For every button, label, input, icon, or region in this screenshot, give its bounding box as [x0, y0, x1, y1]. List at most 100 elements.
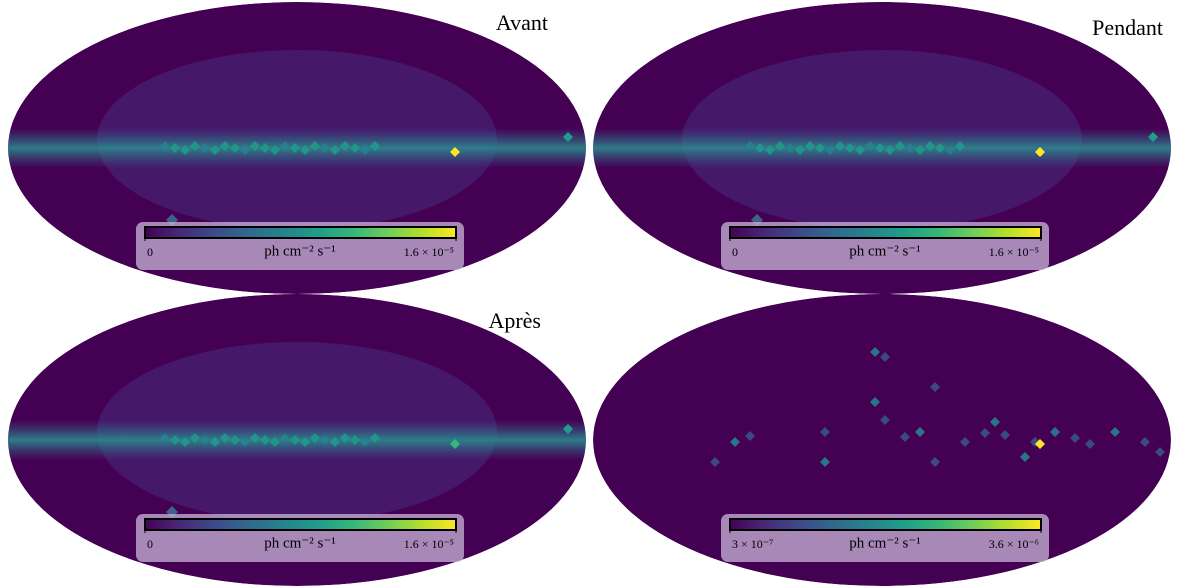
- sky-pixel: [160, 141, 170, 151]
- sky-pixel: [310, 433, 320, 443]
- sky-pixel: [865, 141, 875, 151]
- sky-pixel: [1020, 452, 1030, 462]
- colorbar: [729, 518, 1042, 531]
- sky-pixel: [563, 424, 573, 434]
- sky-pixel: [925, 141, 935, 151]
- sky-pixel: [765, 145, 775, 155]
- sky-pixel: [855, 145, 865, 155]
- sky-pixel: [170, 435, 180, 445]
- sky-pixel: [930, 382, 940, 392]
- sky-map: [8, 294, 586, 586]
- sky-pixel: [210, 145, 220, 155]
- sky-pixel: [880, 352, 890, 362]
- sky-pixel: [180, 145, 190, 155]
- panel: Avant 0 1.6 × 10⁻⁵ ph cm⁻² s⁻¹: [8, 2, 586, 294]
- sky-pixel: [785, 143, 795, 153]
- sky-pixel: [240, 145, 250, 155]
- sky-pixel: [210, 437, 220, 447]
- sky-pixel: [905, 143, 915, 153]
- sky-pixel: [870, 347, 880, 357]
- sky-pixel: [340, 141, 350, 151]
- sky-pixel: [915, 145, 925, 155]
- sky-pixel: [450, 439, 460, 449]
- sky-pixel: [915, 427, 925, 437]
- sky-pixel: [990, 417, 1000, 427]
- sky-pixel: [320, 435, 330, 445]
- colorbar-tick-label: 1.6 × 10⁻⁵: [404, 245, 454, 259]
- sky-pixel: [1035, 439, 1045, 449]
- sky-map: [8, 2, 586, 294]
- sky-pixel: [795, 145, 805, 155]
- sky-pixel: [960, 437, 970, 447]
- sky-pixel: [300, 437, 310, 447]
- sky-pixel: [160, 433, 170, 443]
- sky-pixel: [885, 145, 895, 155]
- sky-pixel: [1148, 132, 1158, 142]
- sky-pixel: [1070, 433, 1080, 443]
- sky-pixel: [1000, 430, 1010, 440]
- sky-pixel: [805, 141, 815, 151]
- sky-pixel: [755, 143, 765, 153]
- colorbar-tick-label: 1.6 × 10⁻⁵: [404, 537, 454, 551]
- sky-pixel: [820, 457, 830, 467]
- panel-title: Après: [488, 308, 541, 333]
- sky-pixel: [895, 141, 905, 151]
- sky-pixel: [1110, 427, 1120, 437]
- colorbar-label: ph cm⁻² s⁻¹: [849, 243, 921, 259]
- sky-pixel: [845, 143, 855, 153]
- sky-pixel: [370, 141, 380, 151]
- sky-pixel: [340, 433, 350, 443]
- sky-pixel: [870, 397, 880, 407]
- sky-pixel: [200, 143, 210, 153]
- sky-pixel: [320, 143, 330, 153]
- sky-pixel: [900, 432, 910, 442]
- colorbar-tick-label: 3.6 × 10⁻⁶: [989, 537, 1039, 551]
- sky-pixel: [745, 431, 755, 441]
- sky-pixel: [980, 428, 990, 438]
- sky-pixel: [270, 437, 280, 447]
- sky-pixel: [220, 141, 230, 151]
- colorbar-label: ph cm⁻² s⁻¹: [264, 243, 336, 259]
- sky-pixel: [820, 427, 830, 437]
- colorbar: [144, 226, 457, 239]
- panel-title: Pendant: [1092, 15, 1163, 40]
- panel: 3 × 10⁻⁷ 3.6 × 10⁻⁶ ph cm⁻² s⁻¹: [593, 294, 1171, 586]
- sky-pixel: [875, 143, 885, 153]
- sky-pixel: [280, 141, 290, 151]
- sky-pixel: [935, 143, 945, 153]
- sky-pixel: [350, 435, 360, 445]
- sky-pixel: [250, 433, 260, 443]
- sky-pixel: [1050, 427, 1060, 437]
- sky-pixel: [260, 435, 270, 445]
- sky-pixel: [280, 433, 290, 443]
- sky-pixel: [220, 433, 230, 443]
- sky-pixel: [360, 437, 370, 447]
- sky-pixel: [230, 143, 240, 153]
- sky-map: [593, 2, 1171, 294]
- colorbar-tick-label: 0: [732, 245, 738, 259]
- sky-pixel: [815, 143, 825, 153]
- sky-pixel: [290, 143, 300, 153]
- sky-pixel: [270, 145, 280, 155]
- sky-pixel: [955, 141, 965, 151]
- sky-map: [593, 294, 1171, 586]
- sky-pixel: [775, 141, 785, 151]
- colorbar-tick-label: 0: [147, 245, 153, 259]
- sky-pixel: [1140, 437, 1150, 447]
- panel: Pendant 0 1.6 × 10⁻⁵ ph cm⁻² s⁻¹: [593, 2, 1171, 294]
- sky-pixel: [930, 457, 940, 467]
- colorbar-tick-label: 0: [147, 537, 153, 551]
- sky-pixel: [945, 145, 955, 155]
- sky-pixel: [450, 147, 460, 157]
- sky-pixel: [825, 145, 835, 155]
- panel: Après 0 1.6 × 10⁻⁵ ph cm⁻² s⁻¹: [8, 294, 586, 586]
- sky-pixel: [310, 141, 320, 151]
- sky-pixel: [180, 437, 190, 447]
- sky-pixel: [745, 141, 755, 151]
- sky-pixel: [730, 437, 740, 447]
- colorbar-tick-label: 3 × 10⁻⁷: [732, 537, 773, 551]
- sky-background: [593, 294, 1171, 586]
- sky-pixel: [350, 143, 360, 153]
- colorbar-tick-label: 1.6 × 10⁻⁵: [989, 245, 1039, 259]
